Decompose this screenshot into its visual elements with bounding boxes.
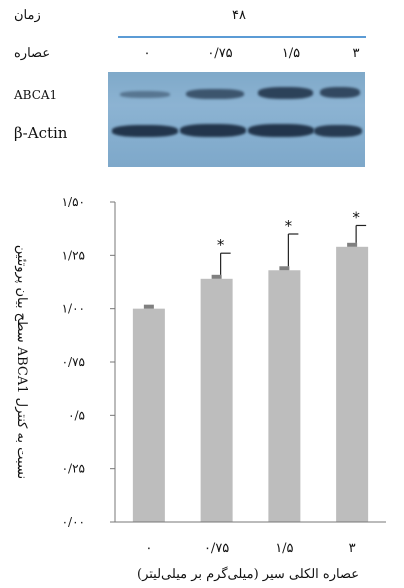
y-tick-label-6: ۱/۵۰	[62, 195, 85, 209]
x-tick-label-2: ۱/۵	[275, 541, 293, 556]
bar-top-marker-3	[347, 242, 358, 247]
bar-top-marker-1	[211, 274, 222, 279]
x-axis-title: عصاره الکلی سیر (میلی‌گرم بر میلی‌لیتر)	[137, 566, 359, 582]
bar-3	[336, 246, 369, 523]
x-tick-label-1: ۰/۷۵	[204, 541, 229, 556]
y-axis-title: سطح بیان پروتئین ABCA1 نسبت به کنترل	[14, 245, 29, 479]
blot-band-actin-0	[112, 125, 178, 137]
time-value: ۴۸	[232, 8, 246, 23]
y-tick-label-3: ۰/۷۵	[62, 355, 85, 369]
blot-band-actin-2	[248, 124, 314, 137]
blot-band-abca1-3	[320, 87, 360, 98]
y-tick-label-5: ۱/۲۵	[62, 248, 85, 262]
blot-row-label-abca1: ABCA1	[14, 88, 58, 102]
significance-marker-1: *	[217, 236, 225, 254]
bar-2	[268, 270, 301, 522]
y-tick-label-4: ۱/۰۰	[62, 302, 85, 316]
y-tick-label-2: ۰/۵	[68, 408, 85, 422]
western-blot-image	[108, 72, 365, 167]
dose-label-3: ۳	[352, 46, 360, 61]
blot-band-abca1-2	[258, 87, 313, 99]
x-tick-label-3: ۳	[349, 541, 356, 556]
bar-0	[132, 308, 165, 522]
time-bracket-line	[118, 36, 366, 38]
x-tick-label-0: ۰	[145, 541, 152, 556]
bar-chart: * * * ۰ ۰/۷۵ ۱/۵ ۳ ۰/۰۰ ۰/۲۵ ۰/۵ ۰/۷۵ ۱/۰۰ ۱/۲۵ ۱/۵۰…	[14, 195, 386, 582]
bar-top-marker-2	[279, 266, 290, 271]
y-tick-label-0: ۰/۰۰	[62, 515, 85, 529]
time-label: زمان	[14, 8, 41, 23]
bar-top-marker-0	[143, 304, 154, 309]
blot-band-actin-3	[314, 125, 362, 137]
bar-1	[200, 278, 233, 522]
blot-band-abca1-1	[186, 89, 244, 99]
dose-label-1: ۰/۷۵	[207, 46, 233, 61]
dose-label-2: ۱/۵	[281, 46, 301, 61]
blot-band-abca1-0	[120, 91, 170, 98]
y-tick-label-1: ۰/۲۵	[62, 462, 85, 476]
significance-marker-3: *	[352, 208, 360, 226]
blot-band-actin-1	[180, 124, 246, 137]
extract-label: عصاره	[14, 46, 51, 61]
blot-row-label-actin: β-Actin	[14, 124, 68, 142]
significance-marker-2: *	[285, 217, 293, 235]
dose-label-0: ۰	[143, 46, 151, 61]
